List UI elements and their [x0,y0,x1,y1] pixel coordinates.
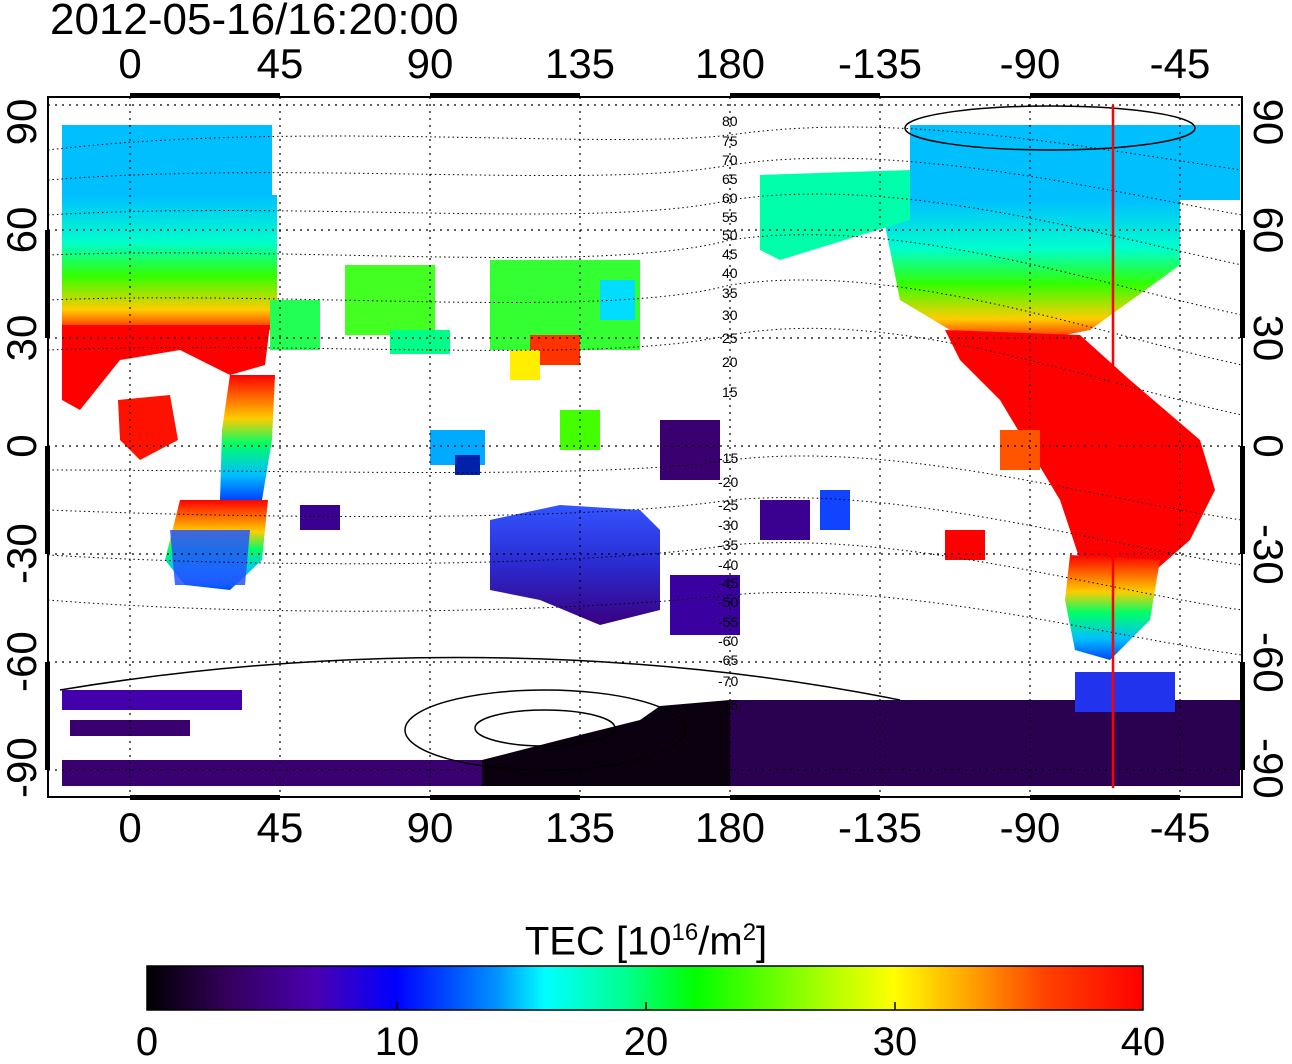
lat-tick-right: 0 [1245,434,1292,458]
colorbar-label-exp1: 16 [671,919,699,946]
australia-tec [490,505,660,625]
contour-label: 70 [722,152,738,168]
contour-label: -30 [718,517,738,533]
colorbar-label-exp2: 2 [742,919,757,946]
asia-green [345,265,435,335]
colorbar-tick-label: 30 [872,1020,918,1064]
europe-top [62,125,272,195]
contour-label: 40 [722,265,738,281]
contour-label: 80 [722,113,738,129]
lon-tick-top: -90 [999,40,1061,87]
magnetic-contours [47,126,1243,656]
antarctic-band-east [730,700,1240,786]
antarctic-dark-sector [482,700,730,786]
lat-tick-right: -60 [1245,632,1292,693]
lat-tick-left: 60 [0,206,45,254]
lon-tick-top: 45 [256,40,304,87]
contour-label: 60 [722,190,738,206]
frame-tick-bars [45,93,1245,800]
lon-tick-bottom: 135 [544,804,616,851]
lon-tick-bottom: -135 [837,804,923,851]
west-africa-red [118,395,178,460]
contour-label: -55 [718,614,738,630]
tec-patches [62,125,1240,786]
lon-tick-top: 0 [118,40,142,87]
colorbar [146,965,1144,1011]
lon-tick-top: -135 [837,40,923,87]
colorbar-tick-label: 40 [1120,1020,1166,1064]
lat-tick-right: -90 [1245,738,1292,799]
colorbar-tick-label: 20 [623,1020,669,1064]
contour-label: 45 [722,246,738,262]
lat-tick-right: 60 [1245,206,1292,254]
lat-tick-right: 90 [1245,98,1292,146]
lon-tick-top: 90 [406,40,454,87]
colorbar-ticks [396,1002,896,1010]
contour-labels: 80 75 70 65 60 55 50 45 40 35 30 25 20 15 -15 -20 -25 -30… [718,113,738,713]
lat-tick-left: 0 [0,434,45,458]
contour-label: -45 [718,575,738,591]
contour-label: 25 [722,330,738,346]
contour-label: -25 [718,497,738,513]
contour-label: 55 [722,209,738,225]
contour-label: 50 [722,227,738,243]
colorbar-tick-label: 10 [374,1020,420,1064]
lat-tick-left: 90 [0,98,45,146]
grid-lines [48,97,1242,797]
lon-tick-bottom: -45 [1149,804,1211,851]
lat-tick-left: -30 [0,523,45,584]
south-america-red [945,330,1215,575]
lon-tick-top: 180 [694,40,766,87]
east-africa [220,375,275,500]
europe-band [62,195,277,330]
lat-tick-right: 30 [1245,314,1292,362]
lat-tick-left: -90 [0,737,45,798]
north-america-main [880,200,1180,340]
contour-label: -50 [718,594,738,610]
lat-tick-left: 30 [0,314,45,362]
lon-tick-bottom: 180 [694,804,766,851]
north-america-top [910,125,1240,200]
contour-label: -65 [718,652,738,668]
contour-label: 35 [722,285,738,301]
colorbar-label-mid: /m [698,919,743,964]
lon-tick-bottom: 45 [256,804,304,851]
contour-label: -20 [718,474,738,490]
lon-tick-bottom: -90 [999,804,1061,851]
colorbar-label-end: ] [756,919,768,964]
lat-tick-left: -60 [0,631,45,692]
contour-label: 75 [722,133,738,149]
contour-label: 30 [722,307,738,323]
lon-tick-bottom: 0 [118,804,142,851]
south-pacific-blue [1075,672,1175,712]
lat-tick-right: -30 [1245,524,1292,585]
contour-label: -60 [718,633,738,649]
contour-label: -15 [718,450,738,466]
contour-label: -70 [718,673,738,689]
map-timestamp: 2012-05-16/16:20:00 [50,0,459,44]
contour-label: 65 [722,171,738,187]
contour-label: -75 [718,697,738,713]
contour-label: 20 [722,354,738,370]
lon-tick-top: -45 [1149,40,1211,87]
lon-tick-top: 135 [544,40,616,87]
contour-label: -40 [718,557,738,573]
contour-label: 15 [722,384,738,400]
antarctic-band-west [62,760,482,786]
north-africa-red [62,325,270,410]
contour-label: -35 [718,537,738,553]
lon-tick-bottom: 90 [406,804,454,851]
colorbar-label: TEC [1016/m2] [0,910,1292,964]
auroral-ovals [59,105,1196,771]
colorbar-label-main: TEC [10 [524,919,672,964]
colorbar-tick-label: 0 [135,1020,159,1064]
